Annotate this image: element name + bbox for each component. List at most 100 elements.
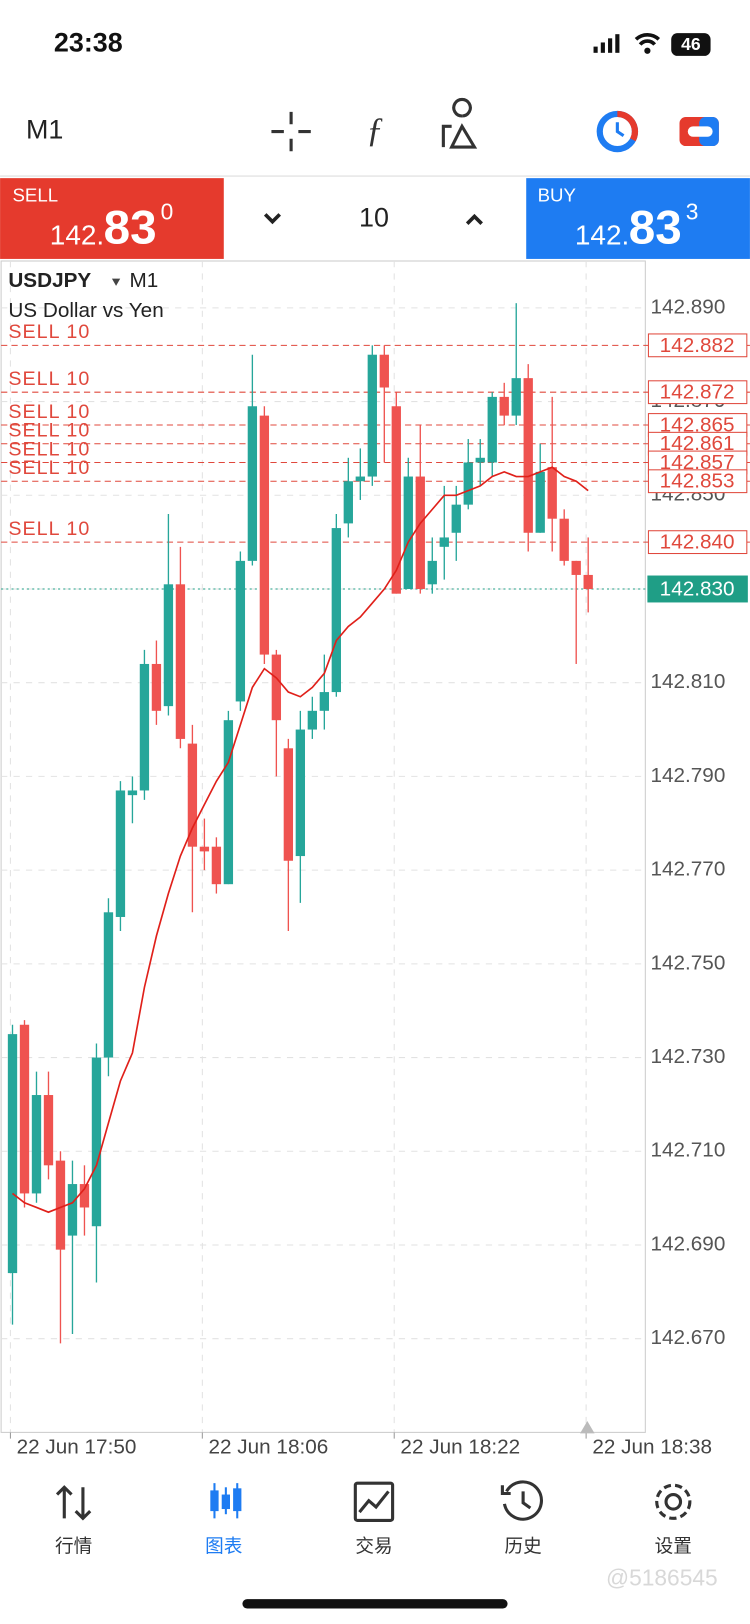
candle-body [223,720,234,885]
sell-button[interactable]: SELL 142. 83 0 [0,178,224,259]
candle-body [511,378,521,416]
clock: 23:38 [54,28,123,58]
order-price-label: 142.872 [660,381,735,404]
settings-icon[interactable] [655,1483,692,1520]
candle-body [307,710,317,730]
y-tick-label: 142.750 [651,951,726,974]
quotes-icon[interactable] [55,1485,92,1521]
order-price-tag [647,469,748,494]
candle-body [343,481,353,524]
home-indicator [242,1599,508,1609]
symbol-description: US Dollar vs Yen [8,299,163,322]
candle-body [235,560,246,702]
candle-body [439,537,449,547]
tab-label[interactable]: 行情 [55,1535,92,1556]
chart-timeframe: M1 [130,269,159,292]
tab-bar: 行情 图表 交易 历史 设置 [55,1535,692,1556]
candle-body [175,584,186,739]
candle-body [79,1184,90,1208]
chart: 142.670 142.690 142.710 142.730 142.750 142.7… [1,261,750,1439]
moving-average [11,466,589,1214]
sell-price-point: 0 [161,198,174,224]
candle-body [259,415,270,655]
tab-label[interactable]: 历史 [504,1535,541,1556]
tab-label[interactable]: 交易 [355,1535,392,1556]
buy-panel [526,178,750,259]
candle-body [427,560,437,585]
candle-body [127,790,138,796]
shift-marker [580,1421,595,1434]
y-tick-label: 142.730 [651,1045,726,1068]
candle-body [211,846,222,885]
buy-price: 142. [575,220,629,251]
order-label: SELL 10 [8,420,90,442]
y-tick-label: 142.890 [651,295,726,318]
order-price-label: 142.861 [660,432,735,455]
order-label: SELL 10 [8,321,90,343]
candle-body [103,912,114,1058]
chart-icon[interactable] [210,1483,242,1519]
candle-body [415,476,425,589]
candle-body [31,1095,42,1194]
candle-body [271,654,282,721]
candle-body [55,1160,66,1250]
current-price-tag [647,575,748,603]
buy-price-pips: 83 [629,202,682,255]
current-price-label: 142.830 [660,577,735,600]
tab-label[interactable]: 图表 [205,1535,243,1556]
timeframe-button[interactable]: M1 [26,115,63,145]
y-tick-label: 142.710 [651,1139,726,1162]
candle-body [163,584,174,707]
candle-body [523,378,533,533]
y-tick-label: 142.690 [651,1232,726,1255]
candle-body [7,1034,18,1274]
volume-down[interactable] [263,213,281,225]
chart-frame [0,260,646,1433]
candle-body [487,396,497,463]
candle-body [535,471,545,533]
objects-icon[interactable] [441,97,478,149]
history-icon[interactable] [500,1480,543,1521]
symbol[interactable]: USDJPY [8,269,91,292]
trade-tab-icon[interactable] [353,1481,395,1522]
candle-body [247,406,258,561]
order-label: SELL 10 [8,368,90,390]
candle-body [199,846,210,852]
order-label: SELL 10 [8,438,90,460]
candle-body [151,663,162,711]
candle-body [571,560,581,575]
candle-body [583,574,593,589]
crosshair-icon[interactable] [271,111,311,152]
candle-body [319,692,329,711]
buy-price-point: 3 [686,198,699,224]
x-tick-label: 22 Jun 18:06 [209,1435,329,1458]
watermark: @5186545 [606,1564,718,1590]
y-tick-label: 142.790 [651,764,726,787]
candle-body [67,1184,78,1236]
candle-body [547,467,557,519]
indicators-icon[interactable]: ƒ [366,111,384,150]
wifi-icon [634,33,661,46]
volume[interactable]: 10 [359,203,389,233]
y-tick-label: 142.810 [651,670,726,693]
volume-up[interactable] [465,213,483,225]
candle-body [43,1095,54,1166]
tab-label[interactable]: 设置 [655,1535,692,1556]
symbol-dropdown[interactable] [111,278,121,286]
candle-body [403,476,413,589]
order-price-tag [647,380,748,405]
trade-icon[interactable] [596,110,639,153]
candle-body [475,457,485,463]
candle-body [139,663,150,791]
buy-button[interactable]: BUY 142. 83 3 [526,178,750,259]
x-tick-label: 22 Jun 18:38 [592,1435,712,1458]
sell-panel [0,178,224,259]
battery [671,33,711,56]
candle-body [367,354,377,477]
order-price-tag [647,530,748,555]
x-tick-label: 22 Jun 17:50 [17,1435,137,1458]
y-tick-label: 142.770 [651,858,726,881]
candle-body [463,462,473,505]
account-icon[interactable] [679,117,719,147]
order-price-label: 142.882 [660,334,735,357]
